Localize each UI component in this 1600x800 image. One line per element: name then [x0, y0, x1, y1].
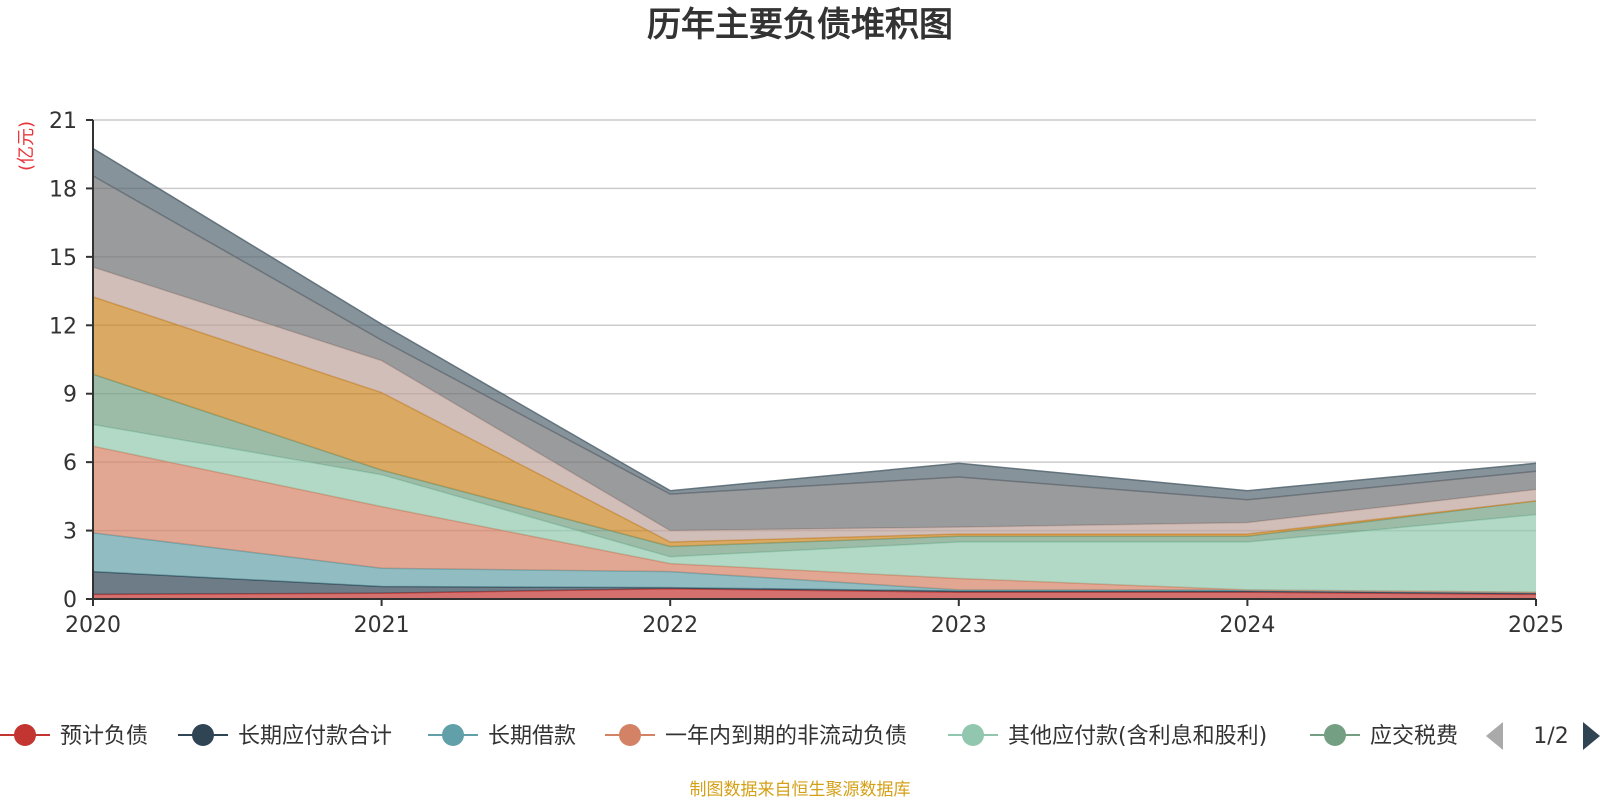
legend-circle-marker — [192, 724, 214, 746]
legend-label: 一年内到期的非流动负债 — [665, 724, 907, 749]
legend-label: 应交税费 — [1370, 724, 1458, 749]
legend-item[interactable]: 其他应付款(含利息和股利) — [948, 724, 1267, 749]
series-line-5 — [92, 423, 1537, 558]
area-series-3 — [93, 532, 1536, 594]
area-series-8 — [93, 267, 1536, 542]
x-tick-label: 2023 — [931, 613, 987, 638]
area-series-group — [92, 147, 1537, 599]
y-tick-label: 21 — [49, 109, 77, 134]
area-series-9 — [93, 175, 1536, 531]
y-tick-label: 18 — [49, 177, 77, 202]
y-tick-label: 9 — [63, 383, 77, 408]
y-axis-unit-label: (亿元) — [16, 121, 37, 171]
area-series-1 — [93, 588, 1536, 599]
axes: 0 3 6 9 12 15 18 21 2020 2021 2022 2023 2024 2025 — [49, 109, 1564, 638]
series-line-10 — [92, 147, 1537, 492]
area-series-4 — [93, 446, 1536, 593]
legend-item[interactable]: 长期借款 — [428, 724, 576, 749]
legend-label: 长期借款 — [488, 724, 576, 749]
legend-circle-marker — [1324, 724, 1346, 746]
x-tick-label: 2020 — [65, 613, 121, 638]
source-note: 制图数据来自恒生聚源数据库 — [690, 780, 911, 800]
y-tick-label: 6 — [63, 451, 77, 476]
legend-circle-marker — [962, 724, 984, 746]
x-tick-label: 2022 — [642, 613, 698, 638]
x-tick-label: 2021 — [354, 613, 410, 638]
legend-prev-page-icon[interactable] — [1486, 722, 1503, 750]
legend-label: 预计负债 — [60, 724, 148, 749]
x-tick-label: 2024 — [1219, 613, 1275, 638]
y-tick-label: 0 — [63, 588, 77, 613]
legend-circle-marker — [14, 724, 36, 746]
legend-pager: 1/2 — [1486, 722, 1600, 750]
legend-circle-marker — [442, 724, 464, 746]
legend-item[interactable]: 长期应付款合计 — [178, 724, 392, 749]
legend-item[interactable]: 应交税费 — [1310, 724, 1458, 749]
area-series-2 — [93, 571, 1536, 595]
area-series-7 — [93, 296, 1536, 547]
area-series-5 — [93, 424, 1536, 593]
y-tick-label: 15 — [49, 246, 77, 271]
legend-item[interactable]: 预计负债 — [0, 724, 148, 749]
legend-label: 长期应付款合计 — [238, 724, 392, 749]
y-tick-label: 12 — [49, 314, 77, 339]
legend: 预计负债 长期应付款合计 长期借款 一年内到期的非流动负债 其他应付款(含利息和股利) 应… — [0, 724, 1458, 749]
legend-page-indicator: 1/2 — [1533, 724, 1568, 749]
legend-circle-marker — [619, 724, 641, 746]
legend-label: 其他应付款(含利息和股利) — [1008, 724, 1267, 749]
y-tick-label: 3 — [63, 520, 77, 545]
legend-next-page-icon[interactable] — [1583, 722, 1600, 750]
legend-item[interactable]: 一年内到期的非流动负债 — [605, 724, 907, 749]
x-tick-label: 2025 — [1508, 613, 1564, 638]
chart-title: 历年主要负债堆积图 — [647, 5, 953, 45]
